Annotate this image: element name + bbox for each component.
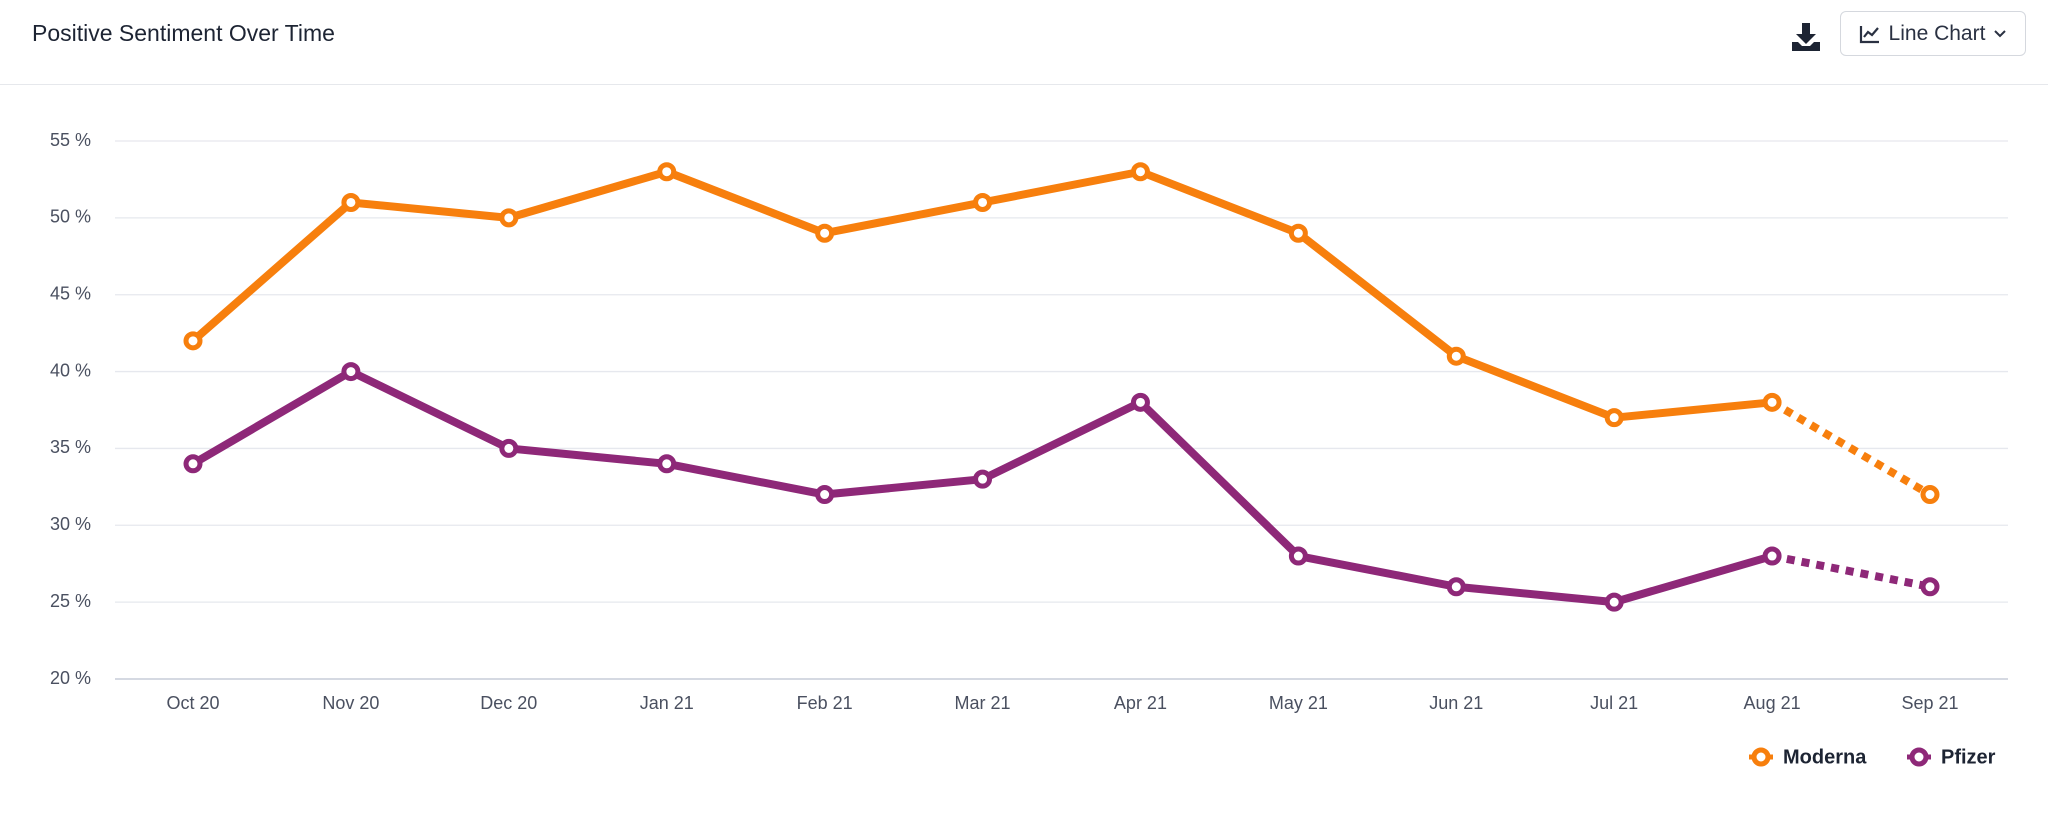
point-marker — [341, 192, 361, 212]
projected-line — [1770, 398, 1933, 498]
legend-marker — [1909, 747, 1929, 767]
legend-marker — [1751, 747, 1771, 767]
point-marker — [1920, 485, 1940, 505]
x-tick-label: May 21 — [1269, 693, 1328, 713]
x-tick-label: Jul 21 — [1590, 693, 1638, 713]
projected-line — [1771, 552, 1931, 591]
point-marker — [1762, 546, 1782, 566]
chart-type-button[interactable]: Line Chart — [1840, 11, 2026, 56]
point-marker — [1762, 392, 1782, 412]
dropdown-arrow — [1994, 29, 2007, 37]
point-marker — [1130, 162, 1150, 182]
y-tick-label: 20 % — [50, 668, 91, 688]
x-tick-label: Dec 20 — [480, 693, 537, 713]
y-tick-label: 25 % — [50, 591, 91, 611]
y-tick-label: 55 % — [50, 130, 91, 150]
legend-label: Pfizer — [1941, 746, 1996, 768]
header: Positive Sentiment Over Time Line Chart — [0, 0, 2048, 85]
x-tick-label: Mar 21 — [955, 693, 1011, 713]
x-tick-label: Oct 20 — [166, 693, 219, 713]
point-marker — [341, 362, 361, 382]
y-tick-label: 45 % — [50, 283, 91, 303]
x-tick-label: Jun 21 — [1429, 693, 1483, 713]
point-marker — [1604, 408, 1624, 428]
point-marker — [973, 192, 993, 212]
x-tick-label: Aug 21 — [1744, 693, 1801, 713]
point-marker — [657, 162, 677, 182]
chart-type-label: Line Chart — [1888, 21, 1986, 45]
point-marker — [815, 485, 835, 505]
chart-title: Positive Sentiment Over Time — [32, 20, 335, 46]
x-tick-label: Jan 21 — [640, 693, 694, 713]
point-marker — [1604, 592, 1624, 612]
point-marker — [657, 454, 677, 474]
point-marker — [499, 438, 519, 458]
line-chart-icon — [1859, 25, 1879, 43]
point-marker — [1446, 577, 1466, 597]
y-tick-label: 50 % — [50, 207, 91, 227]
download-button[interactable] — [1789, 20, 1823, 54]
point-marker — [1446, 346, 1466, 366]
point-marker — [183, 331, 203, 351]
point-marker — [1288, 223, 1308, 243]
y-tick-label: 35 % — [50, 437, 91, 457]
legend-label: Moderna — [1783, 746, 1867, 768]
y-tick-label: 30 % — [50, 514, 91, 534]
point-marker — [183, 454, 203, 474]
point-marker — [973, 469, 993, 489]
x-tick-label: Apr 21 — [1114, 693, 1167, 713]
point-marker — [815, 223, 835, 243]
x-tick-label: Nov 20 — [322, 693, 379, 713]
point-marker — [1288, 546, 1308, 566]
point-marker — [499, 208, 519, 228]
point-marker — [1920, 577, 1940, 597]
x-tick-label: Sep 21 — [1901, 693, 1958, 713]
x-tick-label: Feb 21 — [797, 693, 853, 713]
point-marker — [1130, 392, 1150, 412]
y-tick-label: 40 % — [50, 360, 91, 380]
